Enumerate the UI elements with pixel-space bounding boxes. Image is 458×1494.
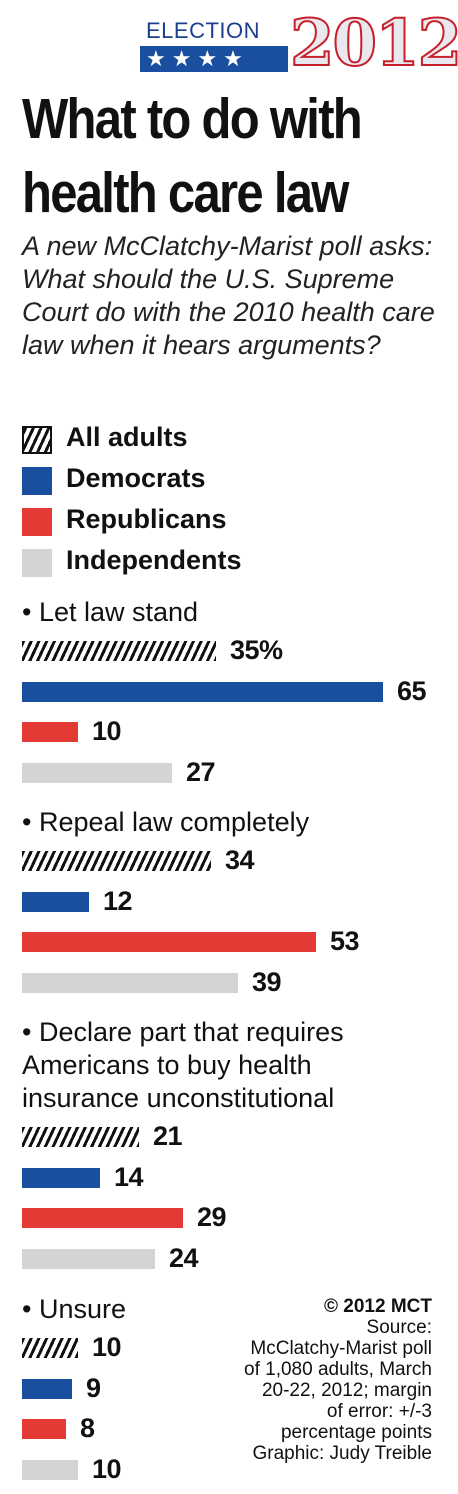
value-label: 27 xyxy=(186,756,216,787)
bar-democrats xyxy=(22,1167,100,1188)
bar-all-adults xyxy=(22,1338,78,1358)
bar-republicans xyxy=(22,932,316,952)
chart-subtitle: A new McClatchy-Marist poll asks: What s… xyxy=(22,231,435,360)
legend-swatch-republicans xyxy=(22,508,52,536)
value-label: 14 xyxy=(114,1161,144,1192)
question-label: insurance unconstitutional xyxy=(22,1083,335,1113)
value-label: 9 xyxy=(86,1372,101,1403)
value-label: 34 xyxy=(225,845,255,875)
copyright: © 2012 MCT xyxy=(324,1296,432,1317)
legend-swatch-all-adults xyxy=(22,426,52,454)
title-line-2: health care law xyxy=(22,161,349,225)
value-label: 24 xyxy=(169,1242,199,1273)
logo-stars: ★★★★ xyxy=(140,46,288,72)
bar-all-adults xyxy=(22,641,216,661)
bar-republicans xyxy=(22,1208,183,1228)
bar-independents xyxy=(22,1459,78,1480)
credit-line: 20-22, 2012; margin xyxy=(261,1380,432,1401)
bar-all-adults xyxy=(22,851,211,871)
credit-block: © 2012 MCT Source: McClatchy-Marist poll… xyxy=(210,1296,432,1464)
election-2012-logo: ELECTION ★★★★ 2012 xyxy=(140,11,458,77)
value-label: 39 xyxy=(252,966,282,997)
bar-independents xyxy=(22,972,238,993)
question-label: • Repeal law completely xyxy=(22,807,310,837)
credit-line: percentage points xyxy=(280,1422,432,1443)
title-line-1: What to do with xyxy=(22,87,363,151)
legend-label: Democrats xyxy=(66,463,206,493)
value-label: 10 xyxy=(92,1332,122,1362)
logo-year: 2012 xyxy=(289,6,458,81)
credit-line: Source: xyxy=(366,1317,432,1338)
value-label: 35% xyxy=(230,635,283,665)
bar-independents xyxy=(22,762,172,783)
bar-democrats xyxy=(22,681,383,702)
value-label: 12 xyxy=(103,885,133,916)
bar-republicans xyxy=(22,722,78,742)
legend-label: All adults xyxy=(66,422,188,452)
value-label: 8 xyxy=(80,1413,95,1443)
question-label: • Unsure xyxy=(22,1294,126,1324)
legend-swatch-democrats xyxy=(22,467,52,495)
legend-label: Republicans xyxy=(66,504,227,534)
question-label: • Let law stand xyxy=(22,597,199,627)
question-label: • Declare part that requires xyxy=(22,1017,344,1047)
value-label: 21 xyxy=(153,1121,183,1151)
value-label: 53 xyxy=(330,926,360,956)
value-label: 10 xyxy=(92,1453,122,1484)
bar-democrats xyxy=(22,1378,72,1399)
value-label: 65 xyxy=(397,675,427,706)
value-label: 10 xyxy=(92,716,122,746)
legend-label: Independents xyxy=(66,545,242,575)
credit-line: of 1,080 adults, March xyxy=(244,1359,432,1380)
legend-swatch-independents xyxy=(22,549,52,577)
chart-title: What to do with health care law xyxy=(22,82,392,230)
bar-all-adults xyxy=(22,1127,139,1147)
bar-republicans xyxy=(22,1419,66,1439)
question-label: Americans to buy health xyxy=(22,1050,312,1080)
credit-line: McClatchy-Marist poll xyxy=(250,1338,432,1359)
logo-word: ELECTION xyxy=(146,18,261,43)
credit-line: of error: +/-3 xyxy=(326,1401,432,1422)
bar-democrats xyxy=(22,891,89,912)
value-label: 29 xyxy=(197,1202,227,1232)
credit-line: Graphic: Judy Treible xyxy=(252,1443,432,1464)
bar-independents xyxy=(22,1248,155,1269)
